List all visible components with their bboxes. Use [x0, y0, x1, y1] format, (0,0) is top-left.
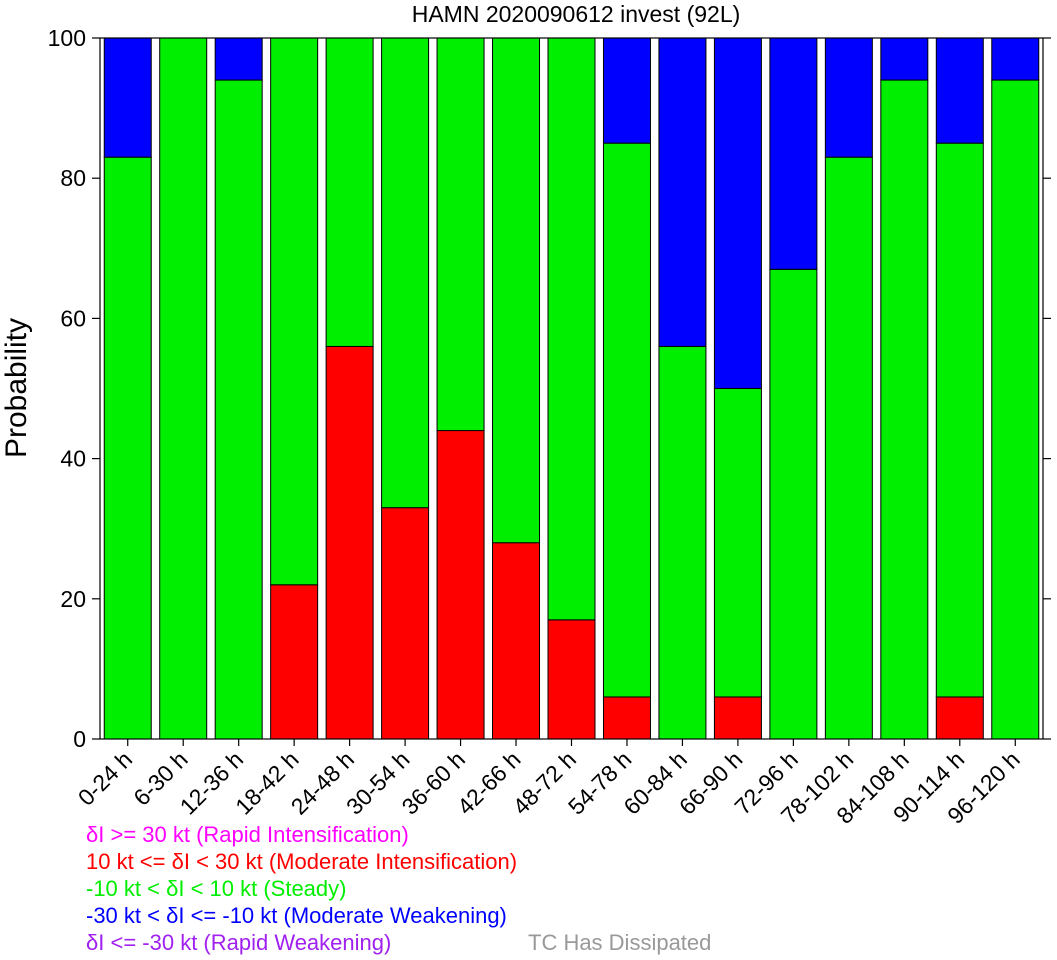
chart-title: HAMN 2020090612 invest (92L)	[412, 1, 741, 27]
bar-segment-1-4	[325, 345, 374, 740]
bar-segment-3-15	[935, 37, 984, 144]
y-tick-label-3: 60	[60, 305, 86, 331]
bar-segment-1-7	[492, 542, 541, 740]
bar-segment-2-11	[713, 388, 762, 698]
bar-segment-2-9	[602, 142, 651, 698]
legend-entry-steady: -10 kt < δI < 10 kt (Steady)	[86, 876, 347, 901]
bar-segment-2-15	[935, 142, 984, 698]
bar-segment-2-0	[103, 156, 152, 740]
bar-segment-2-16	[991, 79, 1040, 740]
y-tick-label-2: 40	[60, 446, 86, 472]
bar-segment-2-3	[270, 37, 319, 586]
bar-segment-3-2	[214, 37, 263, 81]
y-tick-label-1: 20	[60, 586, 86, 612]
bar-segment-2-12	[769, 268, 818, 740]
bar-segment-1-8	[547, 619, 596, 740]
bar-segment-3-10	[658, 37, 707, 347]
bar-segment-3-14	[880, 37, 929, 81]
bar-segment-2-13	[824, 156, 873, 740]
bar-segment-1-15	[935, 696, 984, 740]
axes-layer	[92, 37, 1051, 746]
bar-segment-2-4	[325, 37, 374, 347]
legend-entry-rapid-weakening: δI <= -30 kt (Rapid Weakening)	[86, 930, 392, 955]
bars-layer	[103, 37, 1040, 740]
bar-segment-1-6	[436, 430, 485, 740]
bar-segment-2-6	[436, 37, 485, 432]
x-tick-label-0: 0-24 h	[73, 746, 138, 811]
bar-segment-2-10	[658, 345, 707, 740]
bar-segment-3-13	[824, 37, 873, 158]
bar-segment-1-11	[713, 696, 762, 740]
legend-entry-rapid-intensification: δI >= 30 kt (Rapid Intensification)	[86, 822, 409, 847]
bar-segment-2-7	[492, 37, 541, 544]
bar-segment-2-2	[214, 79, 263, 740]
legend-entry-moderate-intensification: 10 kt <= δI < 30 kt (Moderate Intensific…	[86, 849, 518, 874]
bar-segment-3-0	[103, 37, 152, 158]
bar-segment-2-8	[547, 37, 596, 621]
x-tick-labels: 0-24 h6-30 h12-36 h18-42 h24-48 h30-54 h…	[73, 746, 1025, 829]
bar-segment-2-5	[381, 37, 430, 509]
bar-segment-1-9	[602, 696, 651, 740]
bar-segment-3-16	[991, 37, 1040, 81]
y-tick-labels: 0 20 40 60 80 100	[48, 25, 86, 752]
bar-segment-3-9	[602, 37, 651, 144]
bar-segment-2-14	[880, 79, 929, 740]
bar-segment-2-1	[159, 37, 208, 740]
bar-segment-1-3	[270, 584, 319, 740]
bar-segment-3-12	[769, 37, 818, 270]
bar-segment-1-5	[381, 507, 430, 740]
bar-segment-3-11	[713, 37, 762, 389]
y-tick-label-5: 100	[48, 25, 86, 51]
legend-entry-moderate-weakening: -30 kt < δI <= -10 kt (Moderate Weakenin…	[86, 903, 507, 928]
y-axis-label: Probability	[0, 318, 33, 458]
legend-entry-dissipated: TC Has Dissipated	[528, 930, 712, 955]
y-tick-label-4: 80	[60, 165, 86, 191]
y-tick-label-0: 0	[73, 726, 86, 752]
